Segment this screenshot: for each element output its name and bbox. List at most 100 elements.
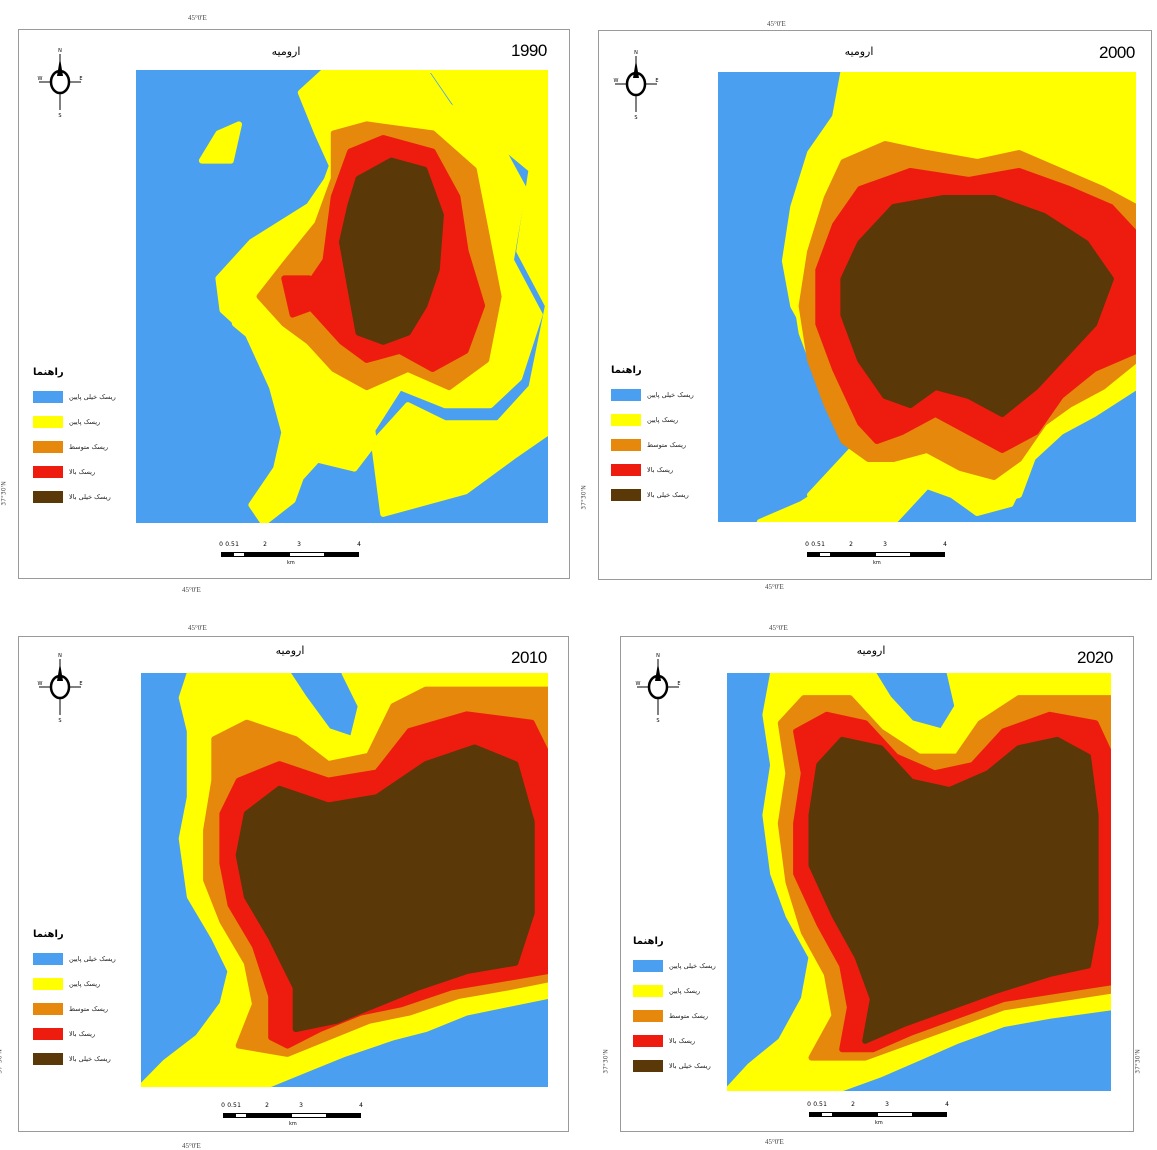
scale-unit: km (873, 560, 881, 566)
legend-label: ریسک متوسط (69, 1004, 109, 1013)
coord-label-top-left: 45°0'E (188, 14, 207, 22)
legend-label: ریسک بالا (69, 1029, 96, 1038)
map-legend: راهنما ریسک خیلی پایین ریسک پایین ریسک متو… (611, 365, 721, 507)
svg-text:N: N (656, 653, 660, 659)
side-lat-label-4: 37°30'N (602, 1049, 610, 1074)
legend-label: ریسک خیلی بالا (69, 1054, 111, 1063)
side-lat-label-5: 37°30'N (1134, 1049, 1142, 1074)
scale-tick-label: 2 (849, 541, 853, 548)
scale-tick-label: 1 (237, 1102, 241, 1109)
legend-label: ریسک بالا (647, 465, 674, 474)
legend-label: ریسک خیلی بالا (669, 1061, 711, 1070)
legend-swatch (33, 440, 63, 453)
legend-swatch (33, 952, 63, 965)
coord-label-mid-left-b: 45°0'E (188, 624, 207, 632)
svg-text:S: S (656, 718, 659, 723)
legend-label: ریسک خیلی بالا (647, 490, 689, 499)
legend-swatch (33, 1052, 63, 1065)
scale-tick-label: 3 (883, 541, 887, 548)
legend-swatch (633, 959, 663, 972)
scale-tick-label: 1 (821, 541, 825, 548)
scale-tick-label: 3 (885, 1101, 889, 1108)
svg-text:N: N (58, 653, 62, 659)
legend-label: ریسک خیلی پایین (669, 961, 716, 970)
scale-tick-label: 0.5 (813, 1101, 823, 1108)
legend-label: ریسک خیلی پایین (647, 390, 694, 399)
map-legend: راهنما ریسک خیلی پایین ریسک پایین ریسک متو… (33, 929, 143, 1071)
legend-swatch (633, 984, 663, 997)
legend-swatch (633, 1034, 663, 1047)
map-panel-2000: 2000 ارومیه N S E W راهنما ریسک خیلی پای… (598, 30, 1152, 580)
legend-item: ریسک متوسط (611, 432, 721, 457)
scale-tick-label: 2 (851, 1101, 855, 1108)
scale-bar: 0 0.5 1 2 3 4 km (221, 1102, 373, 1132)
svg-text:E: E (79, 76, 82, 82)
legend-title: راهنما (33, 929, 64, 940)
legend-swatch (33, 490, 63, 503)
side-lat-label-3: 37°30'N (0, 1049, 4, 1074)
map-year: 1990 (511, 41, 547, 60)
scale-tick-label: 2 (265, 1102, 269, 1109)
legend-item: ریسک بالا (33, 459, 143, 484)
legend-swatch (611, 488, 641, 501)
scale-tick-label: 0 (219, 541, 223, 548)
legend-label: ریسک متوسط (647, 440, 687, 449)
legend-item: ریسک خیلی پایین (611, 382, 721, 407)
map-year: 2020 (1077, 648, 1113, 667)
legend-swatch (33, 1002, 63, 1015)
scale-tick-label: 4 (359, 1102, 363, 1109)
north-arrow-icon: N S E W (37, 651, 83, 724)
legend-title: راهنما (33, 367, 64, 378)
legend-item: ریسک خیلی بالا (611, 482, 721, 507)
scale-tick-label: 0.5 (811, 541, 821, 548)
legend-label: ریسک پایین (69, 979, 101, 988)
north-arrow-icon: N S E W (613, 48, 659, 121)
risk-map (136, 70, 548, 523)
legend-item: ریسک متوسط (33, 996, 143, 1021)
map-city-title: ارومیه (844, 45, 874, 58)
map-city-title: ارومیه (856, 644, 886, 657)
scale-tick-label: 0.5 (225, 541, 235, 548)
svg-text:W: W (636, 681, 641, 687)
svg-text:W: W (614, 78, 619, 84)
legend-item: ریسک پایین (33, 971, 143, 996)
map-year: 2000 (1099, 43, 1135, 62)
scale-bar: 0 0.5 1 2 3 4 km (807, 1101, 959, 1131)
legend-item: ریسک بالا (611, 457, 721, 482)
legend-item: ریسک بالا (33, 1021, 143, 1046)
coord-label-top-right: 45°0'E (767, 20, 786, 28)
scale-unit: km (875, 1120, 883, 1126)
map-panel-1990: 1990 ارومیه N S E W راهنما ریسک خیلی پای… (18, 29, 570, 579)
scale-tick-label: 3 (297, 541, 301, 548)
svg-text:E: E (655, 78, 658, 84)
svg-text:W: W (38, 76, 43, 82)
map-panel-2020: 2020 ارومیه N S E W راهنما ریسک خیلی پای… (620, 636, 1134, 1132)
legend-item: ریسک بالا (633, 1028, 743, 1053)
legend-label: ریسک پایین (647, 415, 679, 424)
scale-tick-label: 1 (235, 541, 239, 548)
legend-item: ریسک خیلی پایین (33, 384, 143, 409)
legend-label: ریسک خیلی پایین (69, 954, 116, 963)
svg-text:E: E (677, 681, 680, 687)
legend-item: ریسک پایین (33, 409, 143, 434)
legend-label: ریسک خیلی پایین (69, 392, 116, 401)
side-lat-label-2: 37°30'N (580, 485, 588, 510)
north-arrow-icon: N S E W (37, 46, 83, 119)
svg-text:S: S (58, 113, 61, 118)
legend-item: ریسک خیلی بالا (33, 484, 143, 509)
legend-item: ریسک پایین (633, 978, 743, 1003)
scale-tick-label: 2 (263, 541, 267, 548)
legend-swatch (33, 465, 63, 478)
scale-tick-label: 1 (823, 1101, 827, 1108)
map-city-title: ارومیه (271, 45, 301, 58)
legend-label: ریسک پایین (669, 986, 701, 995)
scale-tick-label: 0 (805, 541, 809, 548)
legend-swatch (33, 977, 63, 990)
legend-item: ریسک خیلی بالا (633, 1053, 743, 1078)
scale-unit: km (289, 1121, 297, 1127)
legend-label: ریسک بالا (69, 467, 96, 476)
scale-tick-label: 0 (807, 1101, 811, 1108)
map-year: 2010 (511, 648, 547, 667)
coord-label-mid-right-b: 45°0'E (769, 624, 788, 632)
coord-label-mid-left: 45°0'E (182, 586, 201, 594)
